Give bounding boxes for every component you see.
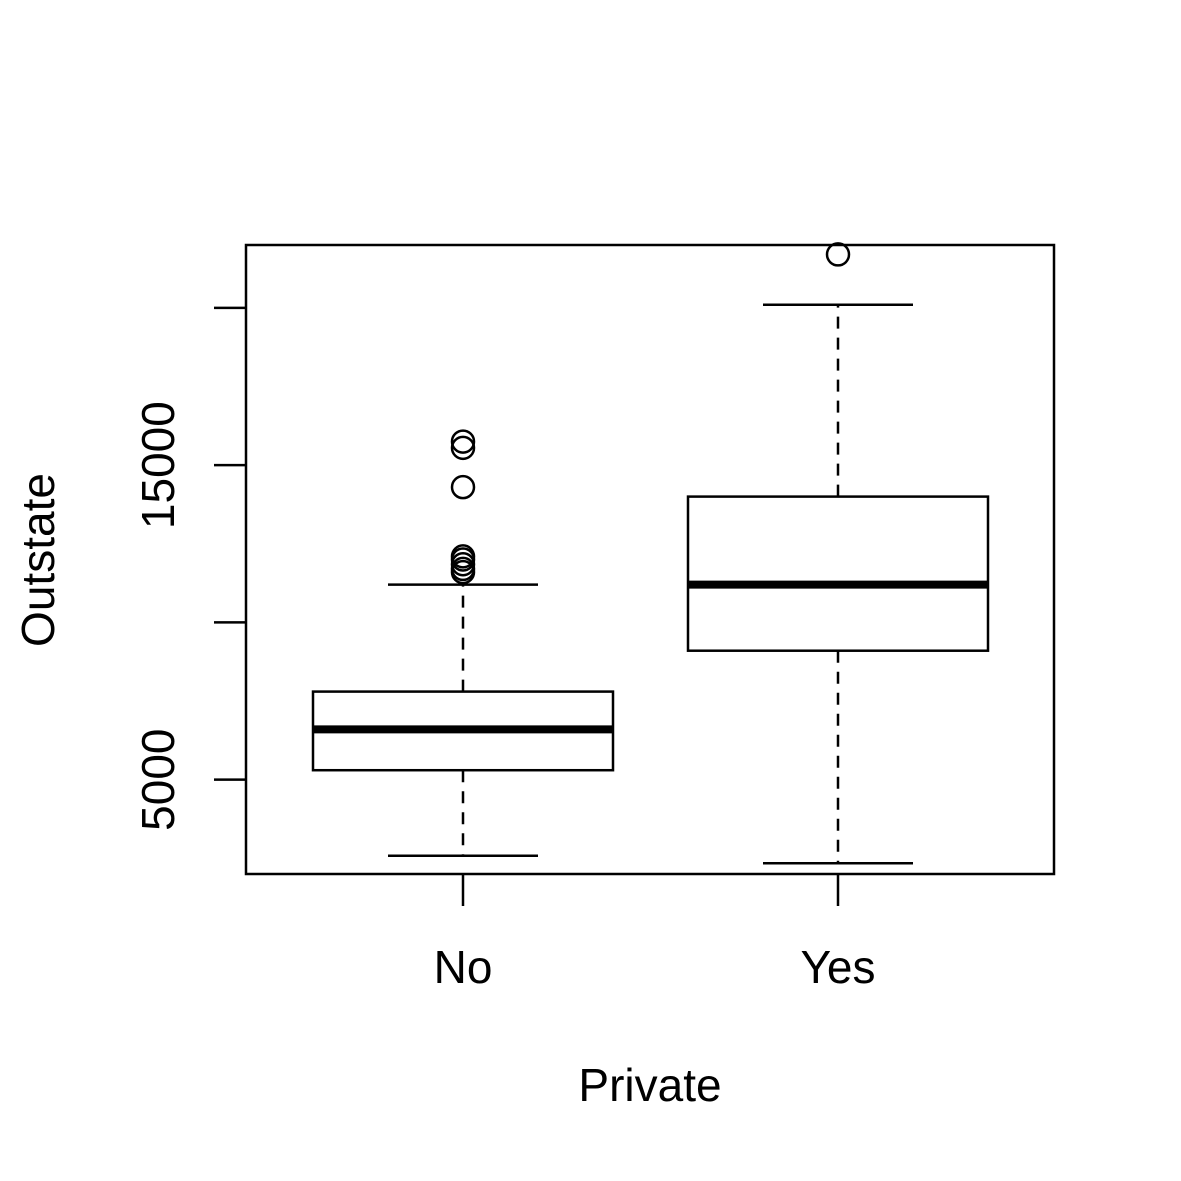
- outlier-point: [450, 429, 476, 454]
- x-axis-title: Private: [578, 1059, 721, 1111]
- plot-frame: [244, 243, 1056, 876]
- plot-layer: 5000 15000 No Yes: [132, 242, 1056, 993]
- outlier-point: [450, 474, 476, 500]
- y-axis-title: Outstate: [12, 473, 64, 647]
- y-tick-label: 15000: [132, 401, 184, 529]
- y-tick-label: 5000: [132, 728, 184, 830]
- outlier-point: [450, 435, 476, 461]
- x-tick-label: No: [434, 941, 493, 993]
- iqr-box: [686, 495, 990, 652]
- x-tick-label: Yes: [800, 941, 875, 993]
- outlier-point: [825, 242, 851, 267]
- outlier-point: [450, 544, 476, 569]
